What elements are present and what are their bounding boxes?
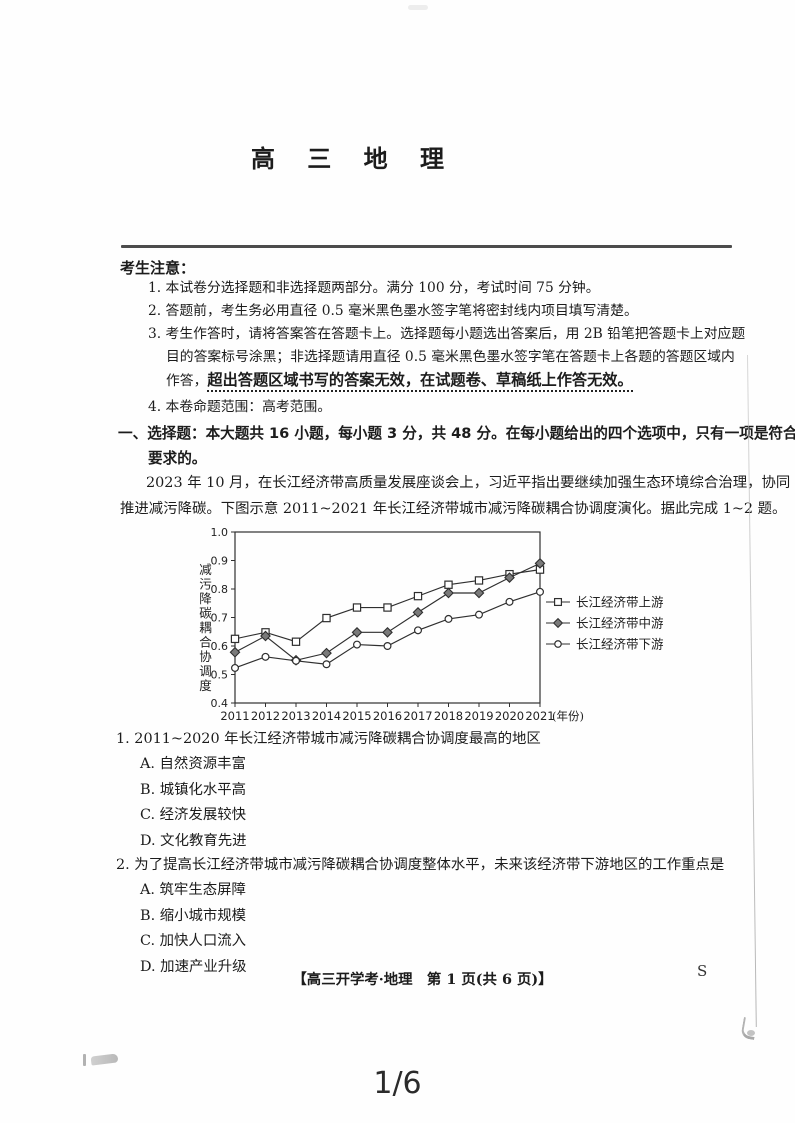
question-1-text: 1. 2011~2020 年长江经济带城市减污降碳耦合协调度最高的地区 xyxy=(116,731,541,747)
svg-text:0.7: 0.7 xyxy=(211,611,229,624)
smudge-bar xyxy=(83,1054,86,1066)
question-option: C. 经济发展较快 xyxy=(140,807,246,824)
svg-text:2015: 2015 xyxy=(342,709,371,723)
notice-line: 4. 本卷命题范围：高考范围。 xyxy=(148,399,332,415)
section-line-1: 一、选择题：本大题共 16 小题，每小题 3 分，共 48 分。在每小题给出的四… xyxy=(118,425,795,442)
svg-text:长江经济带上游: 长江经济带上游 xyxy=(576,594,664,609)
question-2: 2. 为了提高长江经济带城市减污降碳耦合协调度整体水平，未来该经济带下游地区的工… xyxy=(116,852,724,980)
svg-text:0.8: 0.8 xyxy=(211,583,229,596)
notice-line: 作答，超出答题区域书写的答案无效，在试题卷、草稿纸上作答无效。 xyxy=(120,369,745,393)
svg-text:2017: 2017 xyxy=(403,709,432,723)
question-2-options: A. 筑牢生态屏障 B. 缩小城市规模 C. 加快人口流入 D. 加速产业升级 xyxy=(140,878,724,980)
svg-text:1.0: 1.0 xyxy=(211,526,229,539)
svg-text:2013: 2013 xyxy=(281,709,310,723)
smudge-blob xyxy=(90,1053,119,1066)
svg-text:2016: 2016 xyxy=(373,709,402,723)
intro-line-2: 推进减污降碳。下图示意 2011~2021 年长江经济带城市减污降碳耦合协调度演… xyxy=(120,500,787,517)
scan-artifact-dot xyxy=(747,1030,755,1036)
svg-text:0.9: 0.9 xyxy=(211,554,229,567)
chart-y-axis-label: 减污降碳耦合协调度 xyxy=(197,563,212,694)
svg-text:2019: 2019 xyxy=(464,709,493,723)
notice-line: 1. 本试卷分选择题和非选择题两部分。满分 100 分，考试时间 75 分钟。 xyxy=(148,280,600,296)
question-option: B. 城镇化水平高 xyxy=(140,781,247,798)
chart-y-axis: 0.4 0.5 0.6 0.7 0.8 0.9 1.0 xyxy=(211,526,235,710)
question-option: B. 缩小城市规模 xyxy=(140,907,247,924)
chart-x-axis: 2011 2012 2013 2014 2015 2016 2017 2018 2019 2020… xyxy=(220,703,584,723)
notice-line: 目的答案标号涂黑；非选择题请用直径 0.5 毫米黑色墨水签字笔在答题卡上各题的答… xyxy=(166,349,735,365)
chart-frame xyxy=(234,531,541,704)
svg-text:2018: 2018 xyxy=(434,709,463,723)
page-footer: 【高三开学考·地理 第 1 页(共 6 页)】 xyxy=(292,971,553,988)
notice-lines: 1. 本试卷分选择题和非选择题两部分。满分 100 分，考试时间 75 分钟。 2… xyxy=(120,277,745,419)
page-title: 高 三 地 理 xyxy=(250,144,457,173)
viewer-page-indicator: 1/6 xyxy=(373,1066,422,1101)
chart-series-square xyxy=(230,565,545,646)
svg-text:2014: 2014 xyxy=(312,709,341,723)
notice-emphasis-text: 超出答题区域书写的答案无效，在试题卷、草稿纸上作答无效。 xyxy=(207,371,633,392)
question-option: A. 自然资源丰富 xyxy=(140,756,246,772)
scan-artifact-top-smudge xyxy=(408,5,428,10)
intro-paragraph: 2023 年 10 月，在长江经济带高质量发展座谈会上，习近平指出要继续加强生态… xyxy=(120,471,790,522)
intro-line-1: 2023 年 10 月，在长江经济带高质量发展座谈会上，习近平指出要继续加强生态… xyxy=(146,475,791,491)
svg-text:2012: 2012 xyxy=(251,709,280,723)
svg-text:2011: 2011 xyxy=(220,709,249,723)
header-rule xyxy=(121,245,732,248)
question-option: D. 加速产业升级 xyxy=(140,958,247,975)
section-line-2: 要求的。 xyxy=(148,450,207,467)
chart-series-circle xyxy=(230,587,545,672)
svg-text:0.5: 0.5 xyxy=(211,668,229,681)
question-1: 1. 2011~2020 年长江经济带城市减污降碳耦合协调度最高的地区 A. 自… xyxy=(116,726,541,854)
question-option: D. 文化教育先进 xyxy=(140,832,247,849)
notice-line: 3. 考生作答时，请将答案答在答题卡上。选择题每小题选出答案后，用 2B 铅笔把… xyxy=(148,326,746,342)
notice-line: 2. 答题前，考生务必用直径 0.5 毫米黑色墨水签字笔将密封线内项目填写清楚。 xyxy=(148,303,638,319)
coupling-degree-line-chart: 减污降碳耦合协调度 0.4 0.5 0.6 0.7 0.8 0.9 1.0 2011 2012 2… xyxy=(185,523,745,725)
svg-text:长江经济带下游: 长江经济带下游 xyxy=(576,636,664,651)
section-heading: 一、选择题：本大题共 16 小题，每小题 3 分，共 48 分。在每小题给出的四… xyxy=(118,421,795,471)
svg-text:长江经济带中游: 长江经济带中游 xyxy=(576,615,664,630)
question-1-options: A. 自然资源丰富 B. 城镇化水平高 C. 经济发展较快 D. 文化教育先进 xyxy=(140,752,541,854)
svg-text:2020: 2020 xyxy=(495,709,524,723)
question-option: C. 加快人口流入 xyxy=(140,933,246,950)
svg-text:0.4: 0.4 xyxy=(211,697,229,710)
svg-text:0.6: 0.6 xyxy=(211,640,229,653)
chart-series-diamond xyxy=(229,557,546,666)
notice-heading: 考生注意： xyxy=(120,259,196,277)
margin-mark-s: S xyxy=(697,962,708,980)
svg-text:2021: 2021 xyxy=(525,709,554,723)
question-option: A. 筑牢生态屏障 xyxy=(140,882,246,898)
scan-artifact-cursor-smudge xyxy=(83,1052,123,1068)
question-2-text: 2. 为了提高长江经济带城市减污降碳耦合协调度整体水平，未来该经济带下游地区的工… xyxy=(116,857,725,873)
scan-artifact-hook xyxy=(740,1016,758,1041)
svg-text:(年份): (年份) xyxy=(552,709,584,723)
